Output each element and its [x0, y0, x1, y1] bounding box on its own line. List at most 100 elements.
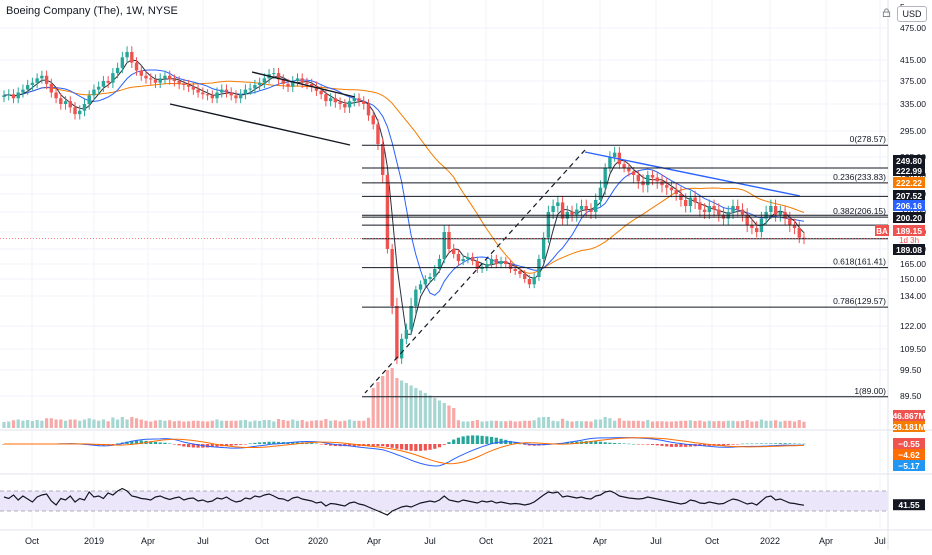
chart-title: Boeing Company (The), 1W, NYSE [6, 5, 178, 17]
candle-body [523, 274, 527, 279]
macd-bar [736, 444, 740, 445]
candle-body [504, 261, 508, 264]
x-tick-label: Jul [650, 536, 662, 546]
volume-bar [191, 420, 195, 428]
candle-body [63, 101, 68, 104]
volume-bar [631, 420, 636, 428]
candle-body [362, 101, 366, 104]
candle-body [475, 261, 480, 269]
candle-body [560, 202, 565, 219]
volume-bar [11, 420, 16, 428]
volume-bar [224, 420, 229, 428]
x-tick-label: Jul [424, 536, 436, 546]
volume-bar [172, 421, 177, 428]
candle-body [731, 206, 735, 212]
candle-body [636, 175, 641, 182]
candle-body [612, 152, 617, 157]
candle-body [196, 89, 200, 93]
volume-bar [466, 421, 470, 428]
candle-body [78, 110, 82, 115]
candle-body [575, 209, 579, 215]
candle-body [433, 269, 437, 277]
candle-body [338, 102, 342, 104]
volume-bar [575, 421, 579, 428]
macd-bar [433, 444, 437, 449]
rsi-line [3, 487, 805, 516]
ma-fast-line [3, 59, 805, 335]
candle-body [371, 115, 375, 125]
y-tick-label: 89.50 [900, 391, 922, 401]
fib-trendline [364, 149, 586, 394]
x-tick-label: Apr [367, 536, 381, 546]
volume-bar [385, 370, 390, 428]
candle-body [598, 187, 603, 200]
currency-button[interactable]: USD [897, 6, 927, 22]
candle-body [489, 259, 494, 264]
volume-bar [106, 421, 110, 428]
macd-label-text: −5.17 [898, 461, 920, 471]
volume-bar [579, 421, 584, 428]
volume-bar [168, 420, 172, 428]
volume-bar [153, 420, 158, 428]
volume-bar [598, 419, 603, 428]
candle-body [423, 279, 428, 285]
volume-bar [423, 393, 427, 428]
volume-bar [622, 420, 626, 428]
candle-body [158, 78, 162, 83]
candle-body [163, 75, 167, 79]
volume-bar [792, 421, 797, 428]
volume-bar [560, 418, 565, 428]
candle-body [276, 73, 281, 80]
macd-bar [759, 443, 763, 444]
macd-bar [153, 441, 158, 444]
price-label-text: 189.15 [896, 226, 922, 236]
macd-bar [243, 444, 248, 445]
volume-bar [276, 419, 281, 428]
volume-bar [125, 419, 129, 428]
volume-bar [295, 420, 300, 428]
volume-bar [603, 417, 607, 428]
candle-body [556, 202, 560, 206]
candle-body [769, 206, 773, 212]
macd-bar [409, 444, 413, 451]
volume-bar [366, 417, 371, 428]
volume-bar [196, 420, 200, 428]
candle-body [570, 212, 574, 215]
candle-body [229, 92, 233, 96]
volume-bar [755, 421, 759, 428]
rsi-label-text: 41.55 [898, 500, 920, 510]
candle-body [736, 206, 740, 210]
macd-bar [475, 435, 479, 444]
price-label-text: 189.08 [896, 245, 922, 255]
volume-bar [556, 421, 560, 428]
macd-bar [163, 442, 167, 444]
volume-bar [63, 420, 68, 428]
volume-bar [508, 420, 513, 428]
candle-body [532, 277, 536, 285]
x-tick-label: Apr [819, 536, 833, 546]
macd-bar [428, 444, 432, 450]
candle-body [300, 78, 304, 83]
macd-bar [385, 444, 390, 447]
price-label-text: 207.52 [896, 191, 922, 201]
macd-bar [731, 444, 735, 445]
y-tick-label: 99.50 [900, 365, 922, 375]
candle-body [669, 187, 674, 191]
candle-body [167, 75, 172, 80]
volume-bar [698, 420, 702, 428]
lock-icon[interactable] [882, 8, 891, 17]
trendline [251, 71, 356, 98]
candle-body [366, 104, 371, 116]
candle-body [59, 98, 63, 104]
candle-body [395, 306, 399, 359]
volume-bar [447, 405, 451, 428]
volume-bar [778, 421, 782, 428]
macd-bar [418, 444, 423, 451]
volume-bar [248, 421, 252, 428]
candle-body [134, 62, 139, 71]
macd-bar [111, 444, 115, 445]
volume-bar [409, 385, 413, 428]
fib-level-label: 0.786(129.57) [833, 296, 886, 306]
ticker-badge-text: BA [876, 227, 888, 236]
